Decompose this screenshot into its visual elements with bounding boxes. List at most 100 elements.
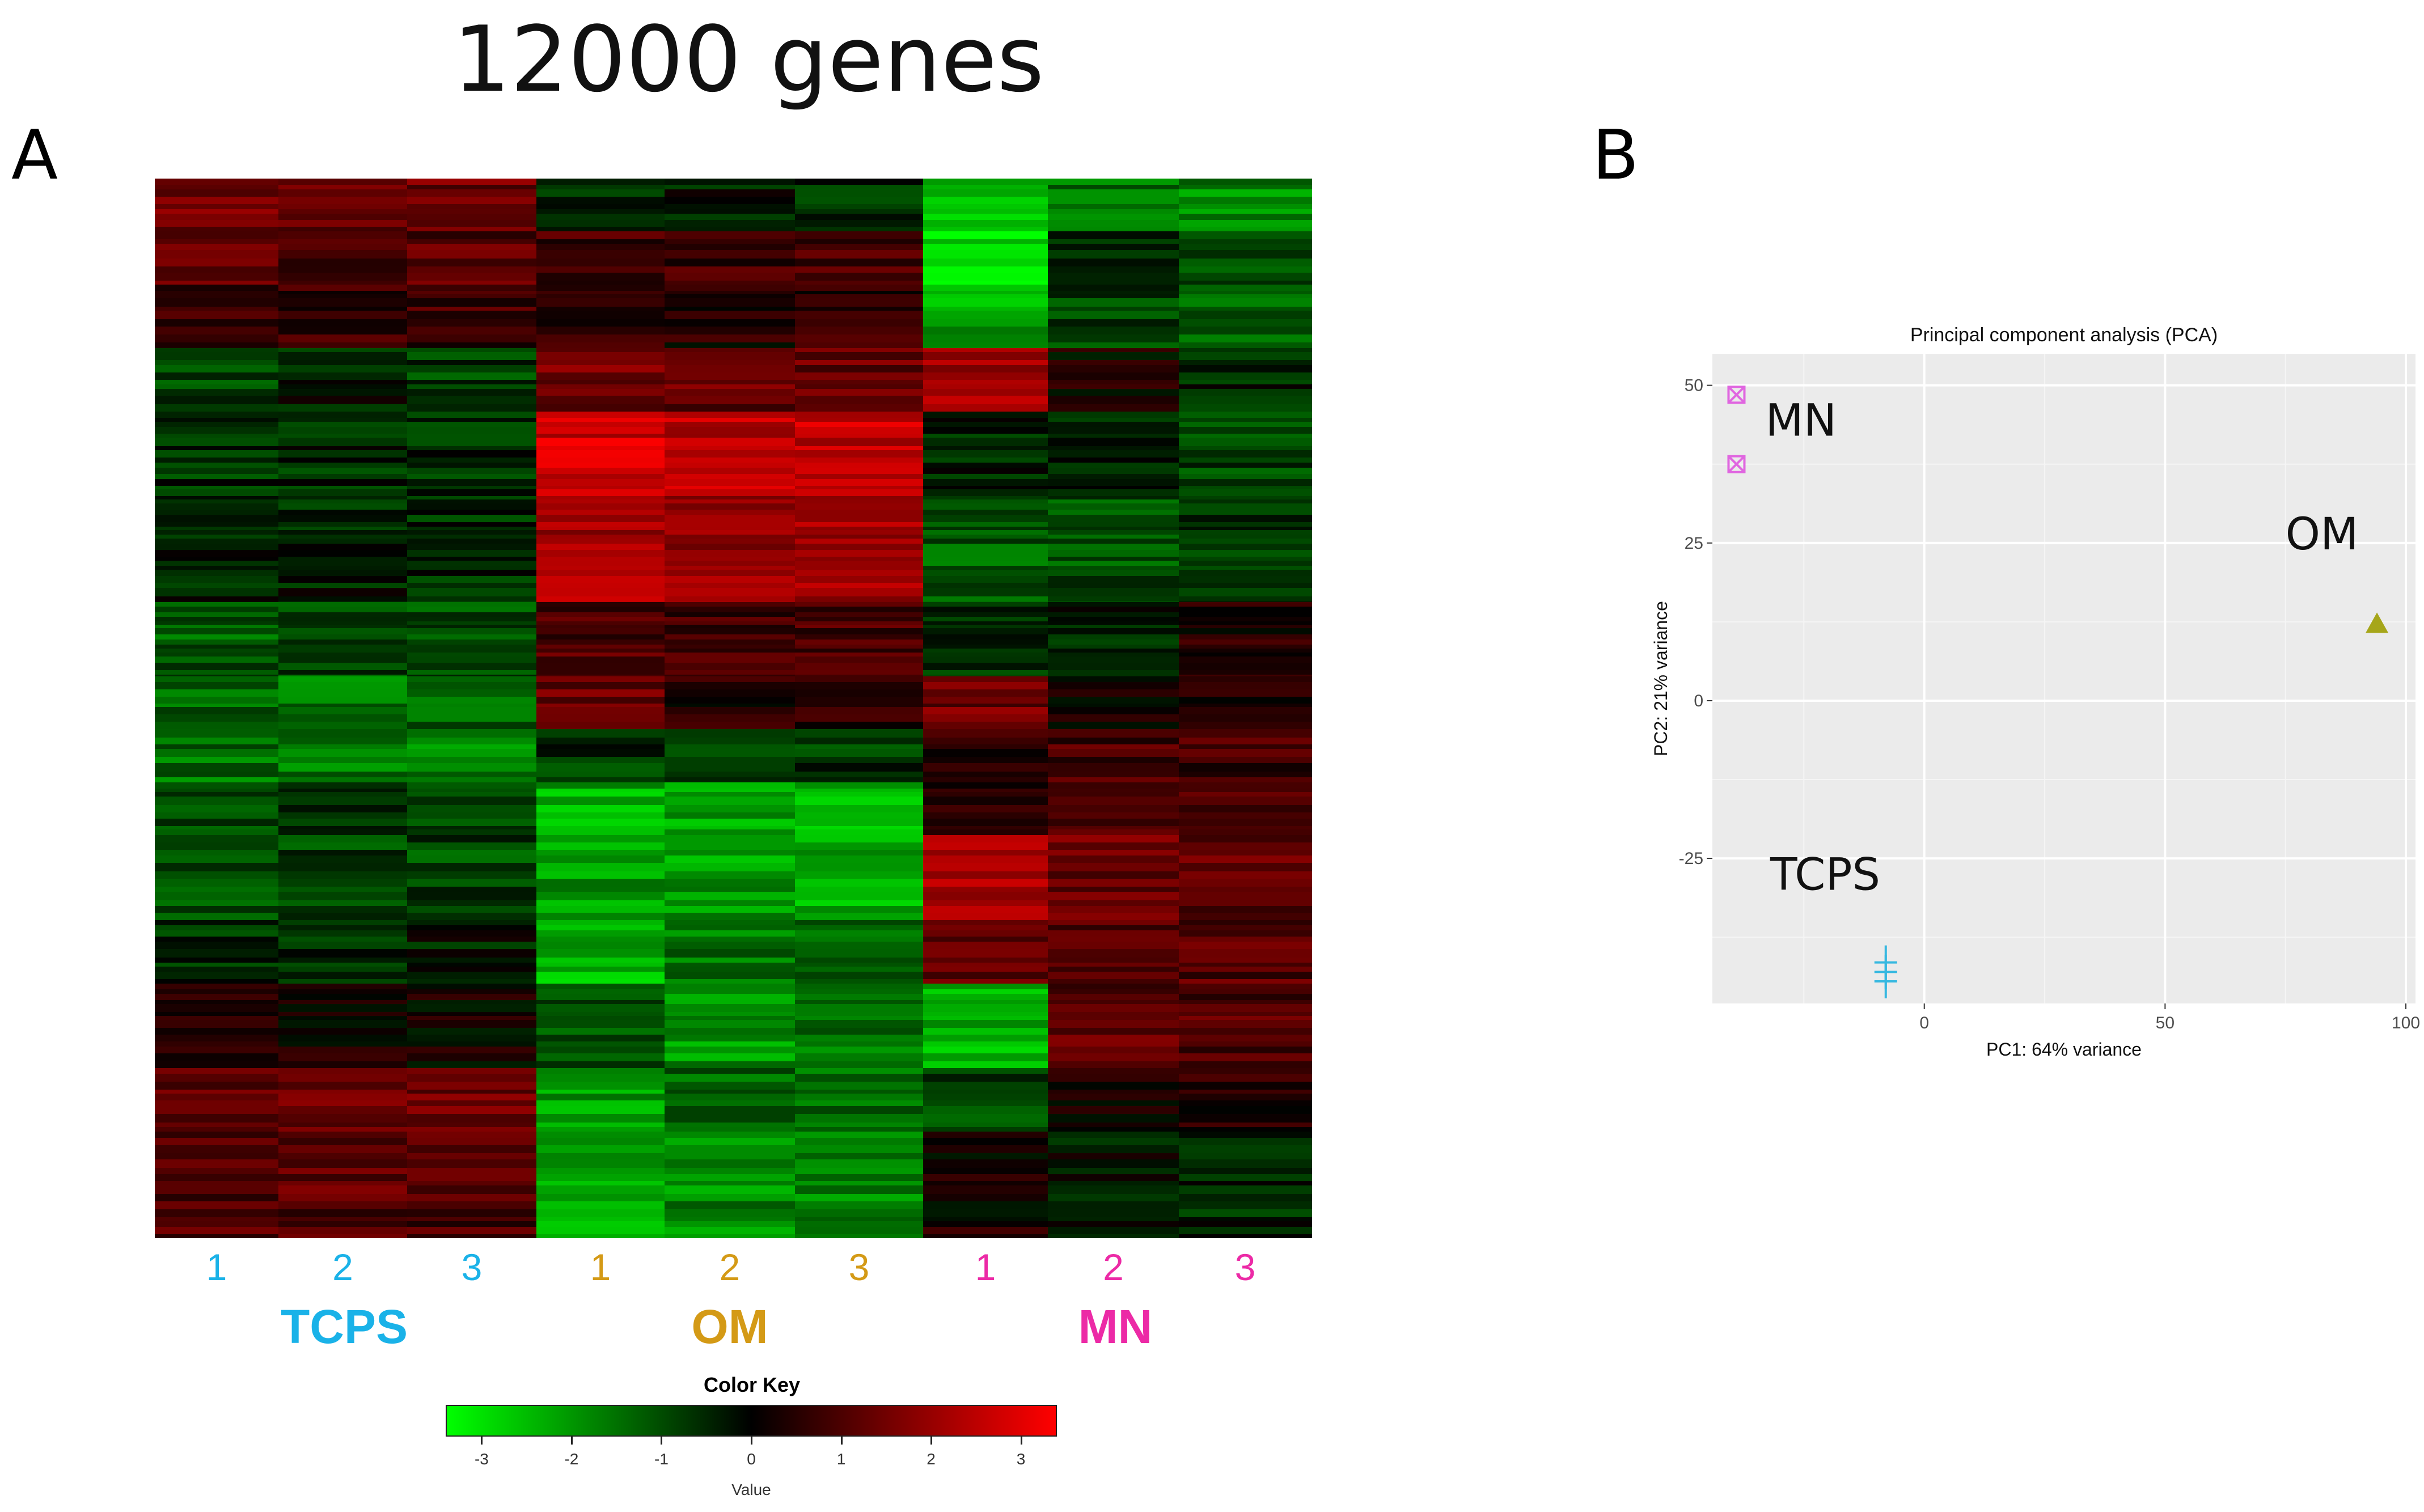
heatmap-cell <box>536 298 665 307</box>
heatmap-cell <box>536 835 665 844</box>
heatmap-cell <box>407 284 537 291</box>
heatmap-cell <box>1048 634 1179 641</box>
heatmap-cell <box>1048 281 1179 285</box>
heatmap-cell <box>923 714 1048 722</box>
heatmap-cell <box>536 796 665 806</box>
heatmap-cell <box>665 930 796 937</box>
heatmap-cell <box>1048 675 1179 677</box>
heatmap-cell <box>536 791 665 797</box>
heatmap-cell <box>536 204 665 210</box>
heatmap-cell <box>1179 1034 1312 1042</box>
heatmap-cell <box>407 384 537 389</box>
heatmap-cell <box>1179 791 1312 797</box>
heatmap-cell <box>155 706 279 715</box>
heatmap-cell <box>665 602 796 608</box>
heatmap-cell <box>278 404 408 412</box>
heatmap-cell <box>536 714 665 722</box>
heatmap-cell <box>278 763 408 773</box>
heatmap-cell <box>665 696 796 704</box>
heatmap-cell <box>665 450 796 458</box>
heatmap-cell <box>1048 835 1179 844</box>
heatmap-cell <box>278 1003 408 1013</box>
heatmap-cell <box>407 1003 537 1013</box>
heatmap-cell <box>665 628 796 636</box>
heatmap-cell <box>665 999 796 1005</box>
heatmap-cell <box>407 782 537 789</box>
heatmap-cell <box>1179 962 1312 967</box>
heatmap-cell <box>923 379 1048 385</box>
heatmap-group-label: MN <box>1078 1300 1153 1353</box>
heatmap-cell <box>536 384 665 389</box>
heatmap-cell <box>795 879 924 888</box>
heatmap-cell <box>536 539 665 545</box>
heatmap-cell <box>155 372 279 380</box>
heatmap-cell <box>1048 522 1179 528</box>
heatmap-cell <box>278 421 408 427</box>
heatmap-cell <box>155 1194 279 1202</box>
heatmap-cell <box>923 930 1048 937</box>
heatmap-cell <box>795 621 924 626</box>
heatmap-cell <box>278 1061 408 1069</box>
heatmap-cell <box>278 214 408 221</box>
heatmap-cell <box>1179 653 1312 658</box>
heatmap-cell <box>278 738 408 746</box>
heatmap-cell <box>1048 450 1179 458</box>
heatmap-cell <box>665 588 796 598</box>
heatmap-cell <box>665 306 796 311</box>
heatmap-cell <box>665 348 796 353</box>
heatmap-cell <box>155 617 279 622</box>
heatmap-cell <box>155 936 279 942</box>
heatmap-cell <box>407 326 537 335</box>
heatmap-cell <box>536 1221 665 1228</box>
heatmap-cell <box>923 634 1048 641</box>
heatmap-cell <box>795 437 924 447</box>
heatmap-cell <box>665 266 796 274</box>
heatmap-cell <box>665 1041 796 1047</box>
heatmap-cell <box>923 326 1048 335</box>
heatmap-cell <box>536 530 665 536</box>
heatmap-cell <box>536 645 665 650</box>
heatmap-cell <box>923 411 1048 418</box>
heatmap-cell <box>407 729 537 739</box>
heatmap-cell <box>923 892 1048 901</box>
heatmap-cell <box>407 1011 537 1017</box>
heatmap-cell <box>1179 649 1312 654</box>
heatmap-cell <box>278 729 408 739</box>
heatmap-cell <box>155 993 279 1001</box>
heatmap-cell <box>278 675 408 677</box>
heatmap-cell <box>795 239 924 245</box>
heatmap-cell <box>278 936 408 942</box>
heatmap-cell <box>1048 220 1179 227</box>
heatmap-cell <box>795 634 924 641</box>
heatmap-cell <box>1179 426 1312 434</box>
heatmap-cell <box>923 319 1048 327</box>
heatmap-cell <box>278 359 408 366</box>
heatmap-cell <box>155 457 279 463</box>
pca-y-tick-label: 50 <box>1685 376 1703 395</box>
heatmap-cell <box>1048 855 1179 864</box>
heatmap-cell <box>665 738 796 746</box>
heatmap-cell <box>795 530 924 536</box>
heatmap-cell <box>665 1011 796 1017</box>
heatmap-cell <box>795 1234 924 1238</box>
heatmap-cell <box>1179 342 1312 349</box>
heatmap-cell <box>155 421 279 427</box>
heatmap-cell <box>665 189 796 197</box>
heatmap-cell <box>155 1168 279 1175</box>
heatmap-cell <box>407 971 537 980</box>
heatmap-cell <box>795 557 924 562</box>
heatmap-cell <box>407 189 537 197</box>
heatmap-cell <box>1048 1074 1179 1083</box>
heatmap-cell <box>795 1185 924 1195</box>
heatmap-cell <box>407 1181 537 1187</box>
heatmap-cell <box>155 515 279 523</box>
heatmap-cell <box>923 663 1048 671</box>
heatmap-cell <box>278 284 408 291</box>
heatmap-cell <box>407 281 537 285</box>
heatmap-cell <box>407 544 537 551</box>
heatmap-cell <box>155 342 279 349</box>
heatmap-cell <box>795 962 924 967</box>
heatmap-cell <box>665 467 796 475</box>
heatmap-cell <box>1179 906 1312 914</box>
heatmap-cell <box>278 530 408 536</box>
